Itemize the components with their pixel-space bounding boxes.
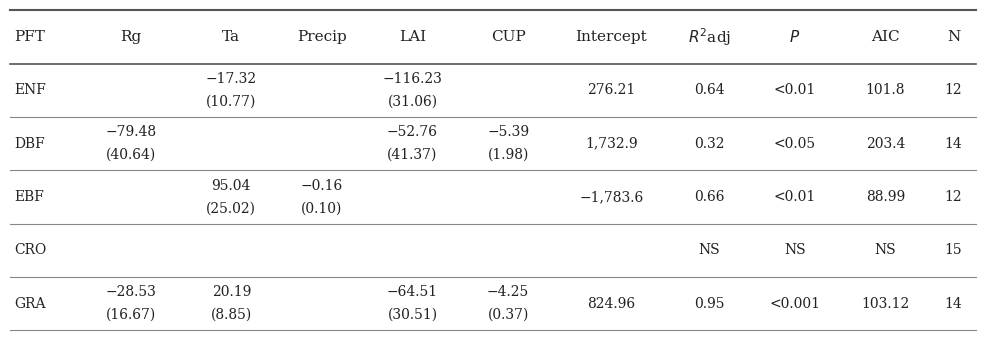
Text: (0.37): (0.37) xyxy=(487,308,528,322)
Text: 15: 15 xyxy=(945,243,962,257)
Text: −1,783.6: −1,783.6 xyxy=(579,190,644,204)
Text: −52.76: −52.76 xyxy=(387,125,438,139)
Text: 0.32: 0.32 xyxy=(694,137,725,151)
Text: −64.51: −64.51 xyxy=(387,285,438,299)
Text: −116.23: −116.23 xyxy=(383,72,443,86)
Text: LAI: LAI xyxy=(399,30,426,44)
Text: 0.66: 0.66 xyxy=(694,190,725,204)
Text: (16.67): (16.67) xyxy=(106,308,156,322)
Text: AIC: AIC xyxy=(872,30,900,44)
Text: Rg: Rg xyxy=(120,30,141,44)
Text: GRA: GRA xyxy=(14,297,45,311)
Text: CUP: CUP xyxy=(491,30,526,44)
Text: ENF: ENF xyxy=(14,83,45,97)
Text: NS: NS xyxy=(699,243,720,257)
Text: Intercept: Intercept xyxy=(576,30,647,44)
Text: 88.99: 88.99 xyxy=(866,190,905,204)
Text: −79.48: −79.48 xyxy=(106,125,156,139)
Text: −5.39: −5.39 xyxy=(487,125,529,139)
Text: 20.19: 20.19 xyxy=(212,285,251,299)
Text: $R^2$adj: $R^2$adj xyxy=(688,26,731,48)
Text: NS: NS xyxy=(784,243,806,257)
Text: 12: 12 xyxy=(945,83,962,97)
Text: 0.64: 0.64 xyxy=(694,83,725,97)
Text: <0.05: <0.05 xyxy=(774,137,816,151)
Text: (25.02): (25.02) xyxy=(206,201,256,215)
Text: 101.8: 101.8 xyxy=(866,83,905,97)
Text: (31.06): (31.06) xyxy=(387,95,438,109)
Text: 95.04: 95.04 xyxy=(212,179,251,193)
Text: (0.10): (0.10) xyxy=(301,201,342,215)
Text: 1,732.9: 1,732.9 xyxy=(585,137,638,151)
Text: EBF: EBF xyxy=(14,190,43,204)
Text: 0.95: 0.95 xyxy=(694,297,725,311)
Text: −0.16: −0.16 xyxy=(301,179,343,193)
Text: 14: 14 xyxy=(945,297,962,311)
Text: PFT: PFT xyxy=(14,30,44,44)
Text: 276.21: 276.21 xyxy=(587,83,635,97)
Text: (41.37): (41.37) xyxy=(387,148,438,162)
Text: −17.32: −17.32 xyxy=(206,72,257,86)
Text: NS: NS xyxy=(875,243,896,257)
Text: 14: 14 xyxy=(945,137,962,151)
Text: DBF: DBF xyxy=(14,137,44,151)
Text: 103.12: 103.12 xyxy=(862,297,910,311)
Text: <0.01: <0.01 xyxy=(774,83,816,97)
Text: 12: 12 xyxy=(945,190,962,204)
Text: (8.85): (8.85) xyxy=(211,308,252,322)
Text: N: N xyxy=(947,30,960,44)
Text: 824.96: 824.96 xyxy=(588,297,635,311)
Text: <0.01: <0.01 xyxy=(774,190,816,204)
Text: <0.001: <0.001 xyxy=(769,297,820,311)
Text: (10.77): (10.77) xyxy=(206,95,256,109)
Text: (40.64): (40.64) xyxy=(106,148,156,162)
Text: Ta: Ta xyxy=(222,30,241,44)
Text: −28.53: −28.53 xyxy=(106,285,156,299)
Text: CRO: CRO xyxy=(14,243,46,257)
Text: (1.98): (1.98) xyxy=(487,148,528,162)
Text: $P$: $P$ xyxy=(790,29,801,45)
Text: 203.4: 203.4 xyxy=(866,137,905,151)
Text: (30.51): (30.51) xyxy=(387,308,438,322)
Text: −4.25: −4.25 xyxy=(487,285,529,299)
Text: Precip: Precip xyxy=(297,30,347,44)
